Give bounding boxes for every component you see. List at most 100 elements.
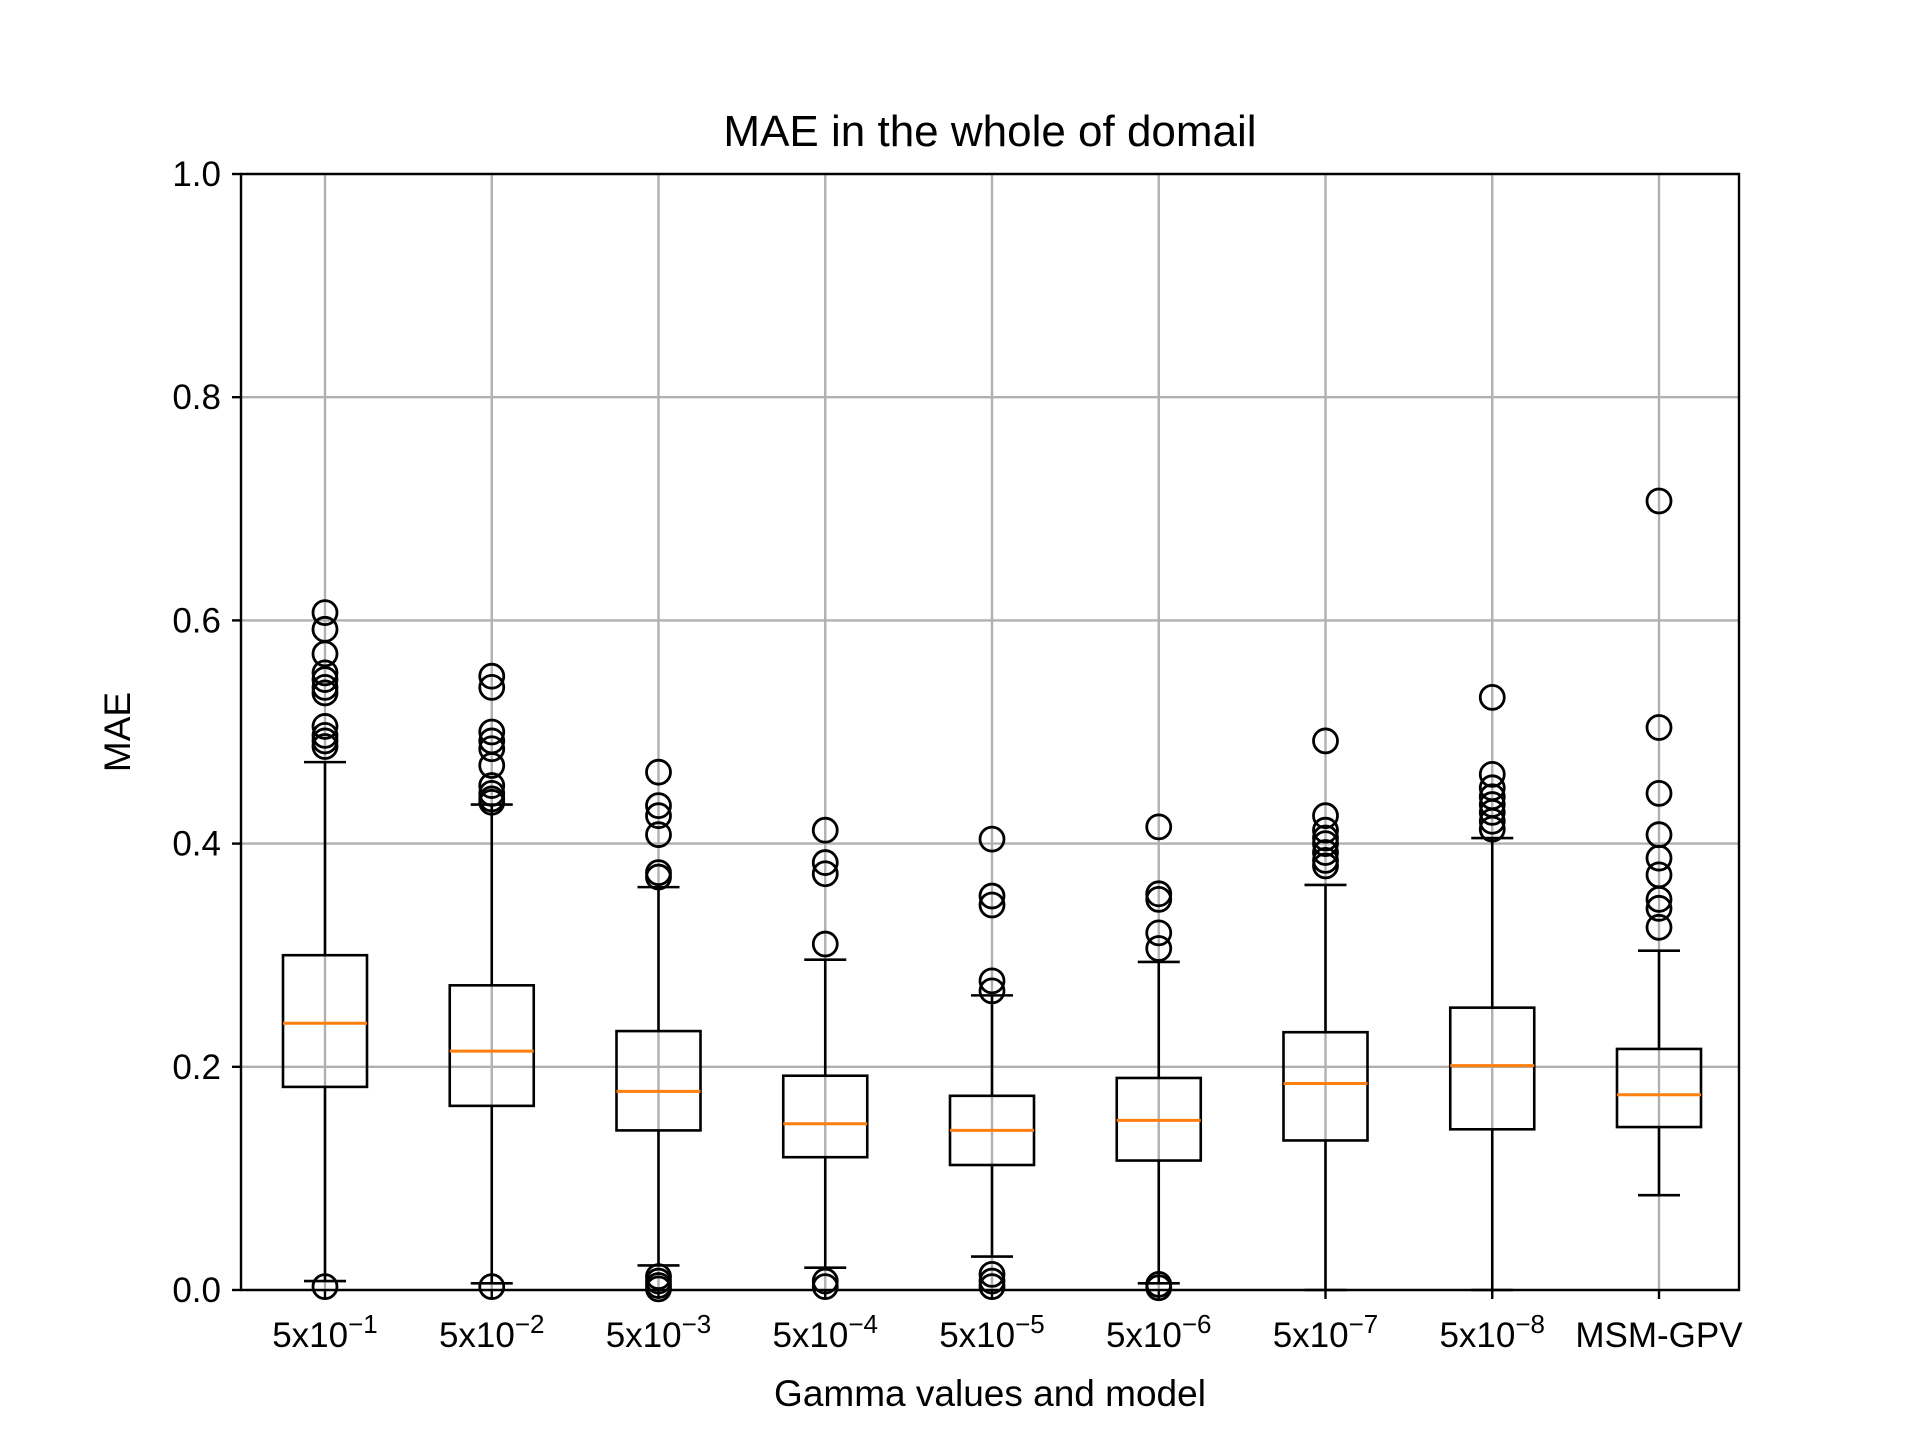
iqr-box xyxy=(1615,1047,1703,1129)
outlier-point xyxy=(1312,852,1339,880)
x-tick-label-base: 5x10 xyxy=(439,1316,515,1355)
box-group xyxy=(1448,684,1536,1292)
box-group xyxy=(1615,487,1703,1197)
outlier-point xyxy=(1145,1274,1173,1302)
x-tick-label-exponent: −4 xyxy=(848,1309,878,1339)
outlier-point xyxy=(1645,714,1673,741)
outlier-point xyxy=(1645,487,1673,515)
outlier-point xyxy=(978,977,1006,1005)
x-tick-label: 5x10−5 xyxy=(939,1309,1045,1355)
y-tick-label: 0.8 xyxy=(172,378,221,417)
iqr-box xyxy=(781,1074,869,1159)
box-group xyxy=(781,816,869,1301)
outlier-point xyxy=(311,640,339,668)
iqr-box xyxy=(448,984,536,1108)
outlier-point xyxy=(811,930,839,958)
outlier-point xyxy=(1312,816,1339,844)
outlier-point xyxy=(311,666,339,693)
outlier-point xyxy=(1478,684,1506,711)
outlier-point xyxy=(645,821,672,849)
outlier-point xyxy=(311,733,339,760)
y-tick-label: 0.4 xyxy=(172,825,221,864)
iqr-box xyxy=(615,1029,702,1132)
outlier-point xyxy=(978,882,1006,910)
outlier-point xyxy=(311,713,339,740)
outlier-point xyxy=(1645,913,1673,941)
outlier-point xyxy=(1478,798,1506,826)
outlier-point xyxy=(478,788,506,816)
x-tick-label-base: 5x10 xyxy=(272,1316,348,1355)
outlier-point xyxy=(478,673,506,701)
outlier-point xyxy=(1645,894,1673,922)
x-tick-label-base: 5x10 xyxy=(939,1316,1015,1355)
x-tick-label-exponent: −8 xyxy=(1515,1309,1545,1339)
outlier-point xyxy=(811,849,839,876)
outlier-point xyxy=(645,792,672,820)
iqr-box xyxy=(281,953,369,1089)
outlier-point xyxy=(811,816,839,844)
outlier-point xyxy=(1312,727,1339,755)
outlier-point xyxy=(978,825,1006,853)
x-tick-label: 5x10−8 xyxy=(1439,1309,1545,1355)
x-tick-label-exponent: −6 xyxy=(1182,1309,1212,1339)
outlier-point xyxy=(645,863,672,891)
outlier-point xyxy=(1478,807,1506,835)
x-tick-label-exponent: −7 xyxy=(1349,1309,1379,1339)
box-group xyxy=(448,662,536,1301)
outlier-point xyxy=(1478,761,1506,788)
x-tick-label: MSM-GPV xyxy=(1575,1316,1743,1355)
box-group xyxy=(281,599,369,1301)
outlier-point xyxy=(1478,815,1506,843)
outlier-point xyxy=(311,599,339,626)
outlier-point xyxy=(1312,839,1339,866)
y-tick-label: 0.6 xyxy=(172,601,221,640)
outlier-point xyxy=(478,772,506,799)
outlier-point xyxy=(311,679,339,707)
outlier-point xyxy=(311,659,339,687)
outlier-point xyxy=(478,662,506,690)
x-tick-label-exponent: −2 xyxy=(515,1309,545,1339)
outlier-point xyxy=(1645,886,1673,913)
outlier-point xyxy=(645,802,672,830)
outlier-point xyxy=(478,718,506,746)
x-tick-label: 5x10−2 xyxy=(439,1309,545,1355)
x-tick-label: 5x10−1 xyxy=(272,1309,378,1355)
outlier-point xyxy=(1312,830,1339,857)
box-group xyxy=(1115,813,1203,1302)
outlier-point xyxy=(1145,813,1173,841)
outlier-point xyxy=(1145,919,1173,947)
y-tick-label: 1.0 xyxy=(172,155,221,194)
outlier-point xyxy=(645,758,672,786)
iqr-box xyxy=(1282,1030,1369,1142)
x-tick-label-base: 5x10 xyxy=(1273,1316,1349,1355)
x-tick-label-exponent: −1 xyxy=(348,1309,378,1339)
x-tick-label-exponent: −3 xyxy=(682,1309,712,1339)
y-axis-label: MAE xyxy=(97,692,138,772)
iqr-box xyxy=(1448,1006,1536,1131)
outlier-point xyxy=(1145,935,1173,962)
grid-layer xyxy=(241,172,1739,1292)
box-group xyxy=(1282,727,1369,1292)
box-group xyxy=(948,825,1036,1301)
x-tick-label: 5x10−7 xyxy=(1273,1309,1379,1355)
x-tick-label-base: 5x10 xyxy=(1106,1316,1182,1355)
outlier-point xyxy=(978,891,1006,919)
y-tick-label: 0.2 xyxy=(172,1048,221,1087)
x-tick-label-base: MSM-GPV xyxy=(1575,1316,1743,1355)
outlier-point xyxy=(978,1260,1006,1288)
x-tick-label: 5x10−6 xyxy=(1106,1309,1212,1355)
plot-frame xyxy=(239,172,1741,1292)
x-tick-label-base: 5x10 xyxy=(1439,1316,1515,1355)
x-tick-label-base: 5x10 xyxy=(772,1316,848,1355)
outlier-point xyxy=(1645,779,1673,807)
y-tick-label: 0.0 xyxy=(172,1271,221,1310)
x-axis-label: Gamma values and model xyxy=(774,1373,1206,1414)
outlier-point xyxy=(1145,886,1173,913)
outlier-point xyxy=(478,752,506,779)
outlier-point xyxy=(978,967,1006,995)
x-tick-label-exponent: −5 xyxy=(1015,1309,1045,1339)
outlier-point xyxy=(1645,844,1673,872)
outlier-point xyxy=(811,860,839,888)
